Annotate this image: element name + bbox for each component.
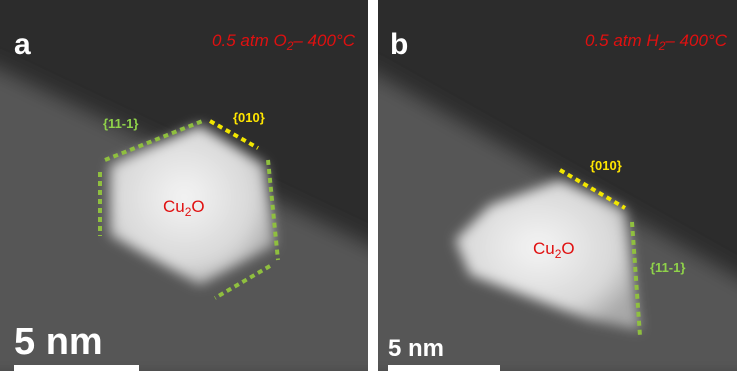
text: O — [561, 239, 574, 258]
text: 0.5 atm O — [212, 31, 287, 50]
scale-label: 5 nm — [388, 335, 444, 362]
facet-label: {11-1} — [650, 260, 685, 275]
text: – 400°C — [292, 31, 355, 50]
particle-label: Cu2O — [163, 197, 205, 219]
scale-label: 5 nm — [14, 321, 103, 363]
facet-label: {11-1} — [103, 116, 138, 131]
condition: 0.5 atm O2– 400°C — [212, 31, 356, 53]
text: Cu — [163, 197, 185, 216]
text: – 400°C — [664, 31, 727, 50]
figure: a 0.5 atm O2– 400°C Cu2O {11-1} {010} 5 … — [0, 0, 737, 371]
text: O — [191, 197, 204, 216]
panel-b: b 0.5 atm H2– 400°C Cu2O {010} {11-1} 5 … — [360, 0, 737, 371]
condition: 0.5 atm H2– 400°C — [585, 31, 728, 53]
facet-label: {010} — [233, 110, 265, 125]
panel-label: b — [390, 28, 408, 61]
scale-bar — [14, 365, 139, 371]
text: 0.5 atm H — [585, 31, 659, 50]
facet-label: {010} — [590, 158, 622, 173]
panel-label: a — [14, 28, 31, 61]
particle-label: Cu2O — [533, 239, 575, 261]
text: Cu — [533, 239, 555, 258]
scale-bar — [388, 365, 500, 371]
panel-a: a 0.5 atm O2– 400°C Cu2O {11-1} {010} 5 … — [0, 0, 390, 371]
